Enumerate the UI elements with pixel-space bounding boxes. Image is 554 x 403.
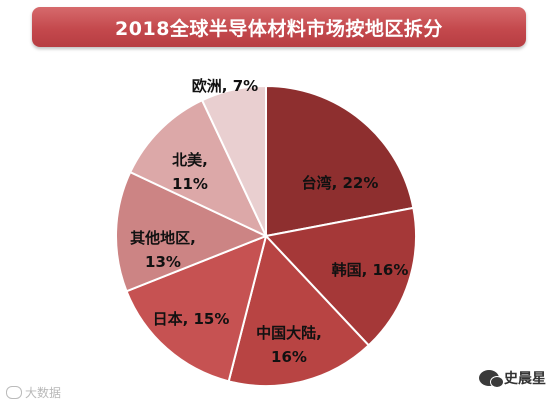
watermark-left-text: 大数据 [25, 386, 62, 400]
slice-label-2: 中国大陆, 16% [256, 324, 322, 366]
chart-title-banner: 2018全球半导体材料市场按地区拆分 [32, 7, 526, 47]
pie-slice-6 [200, 84, 267, 237]
pie-slice-4 [114, 170, 269, 293]
pie-slice-1 [264, 206, 417, 347]
slice-label-3: 日本, 15% [153, 310, 230, 328]
wechat-icon [479, 370, 504, 388]
slice-label-4: 其他地区, 13% [130, 229, 196, 271]
chart-title: 2018全球半导体材料市场按地区拆分 [115, 17, 443, 40]
slice-label-0: 台湾, 22% [302, 174, 379, 192]
slice-label-5: 北美, 11% [172, 151, 208, 193]
slice-label-6: 欧洲, 7% [192, 77, 258, 95]
slice-label-1: 韩国, 16% [332, 261, 409, 279]
pie-slice-3 [125, 234, 268, 383]
pie-slice-5 [128, 98, 269, 239]
pie-slice-2 [227, 233, 371, 387]
watermark-right-text: 史晨星 [504, 371, 546, 387]
watermark-left: 大数据 [6, 384, 61, 401]
pie-slice-0 [265, 84, 415, 238]
watermark-logo-icon [6, 386, 22, 399]
watermark-right: 史晨星 [479, 368, 546, 388]
